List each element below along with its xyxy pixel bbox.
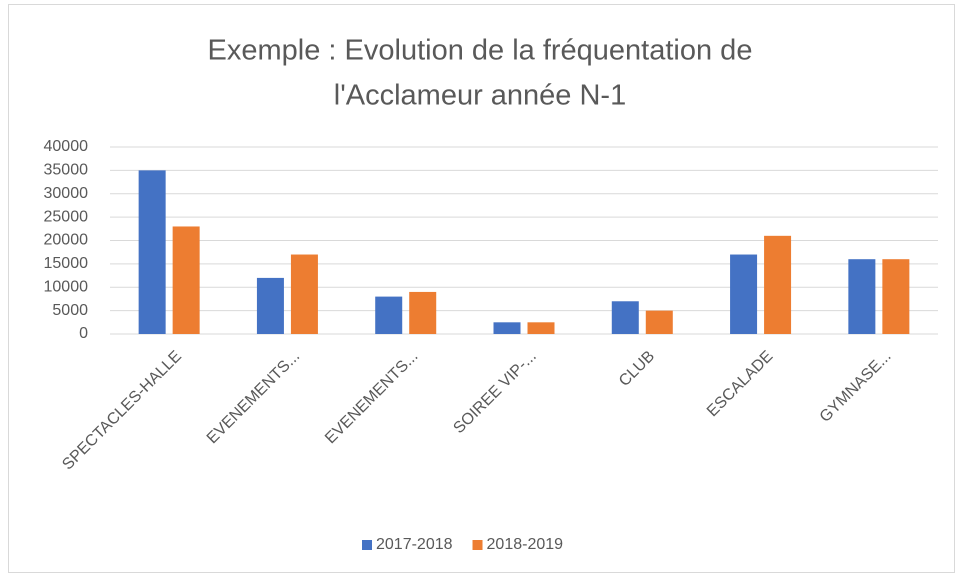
bar	[882, 259, 910, 334]
legend-label: 2017-2018	[376, 536, 453, 553]
bar	[527, 322, 555, 334]
y-tick-label: 0	[79, 325, 88, 342]
bar	[493, 322, 521, 334]
bar	[764, 235, 792, 334]
y-tick-label: 20000	[44, 232, 89, 249]
bar	[409, 291, 437, 334]
y-tick-label: 15000	[44, 255, 89, 272]
y-tick-label: 30000	[44, 185, 89, 202]
legend-swatch	[362, 540, 372, 550]
y-tick-label: 25000	[44, 208, 89, 225]
chart-title: l'Acclameur année N-1	[334, 80, 626, 112]
bar	[375, 296, 403, 334]
bar	[730, 254, 758, 334]
y-tick-label: 5000	[52, 302, 88, 319]
bar	[138, 170, 166, 334]
bar	[645, 310, 673, 334]
bar	[290, 254, 318, 334]
bar	[256, 277, 284, 334]
y-tick-label: 35000	[44, 162, 89, 179]
chart-title: Exemple : Evolution de la fréquentation …	[208, 35, 753, 67]
chart-frame	[8, 4, 955, 573]
bar	[848, 259, 876, 334]
y-tick-label: 10000	[44, 278, 89, 295]
legend-swatch	[472, 540, 483, 550]
bar	[172, 226, 200, 334]
bar	[611, 301, 639, 334]
y-tick-label: 40000	[44, 138, 89, 155]
legend-label: 2018-2019	[487, 536, 564, 553]
